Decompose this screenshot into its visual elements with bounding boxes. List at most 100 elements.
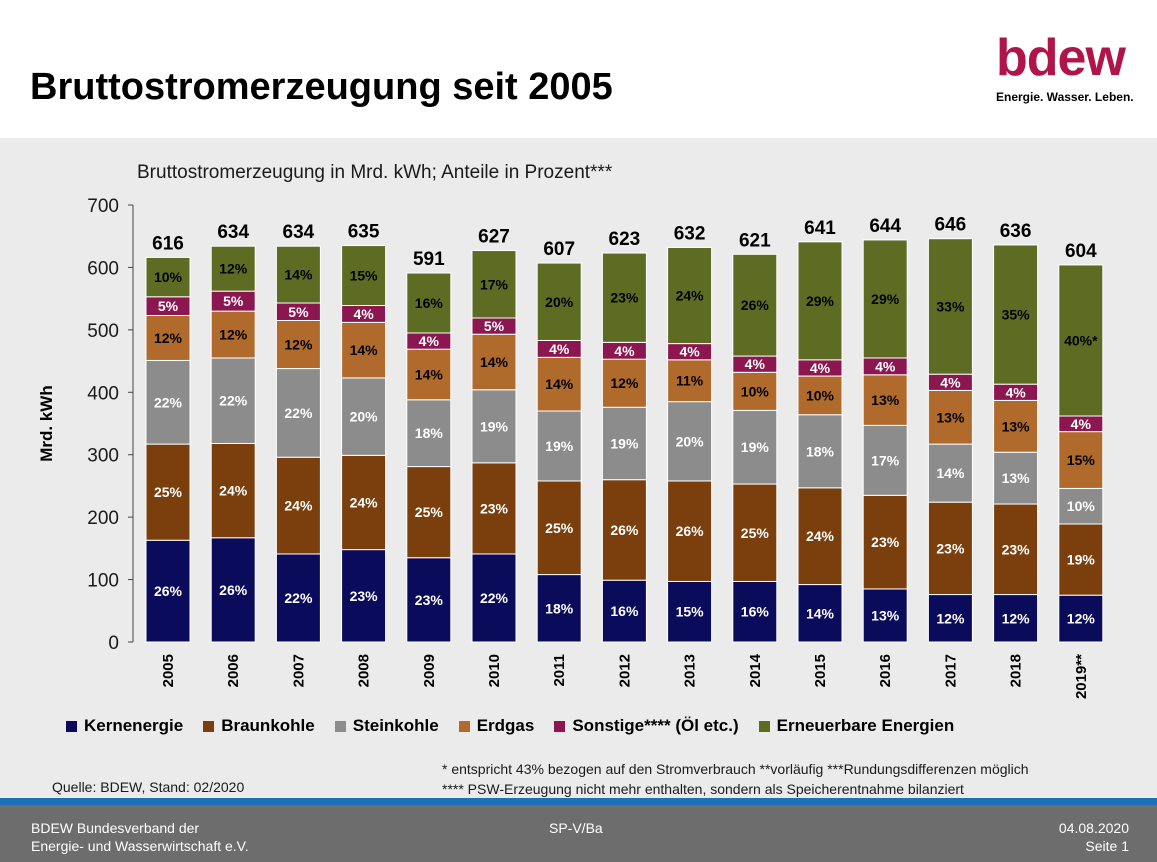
bar-segment	[927, 594, 973, 643]
segment-label: 4%	[745, 356, 766, 372]
legend-swatch	[758, 720, 770, 732]
segment-label: 12%	[1067, 611, 1096, 627]
legend-item: Kernenergie	[66, 716, 183, 736]
bar-total-label: 627	[478, 227, 510, 248]
bar-segment	[667, 246, 713, 345]
bar-segment	[732, 409, 778, 485]
bar-segment	[471, 553, 517, 643]
bar-segment	[341, 245, 387, 307]
legend-swatch	[203, 720, 215, 732]
legend-item: Erdgas	[458, 716, 535, 736]
bar-total-label: 641	[804, 218, 836, 239]
bar-total-label: 635	[348, 222, 380, 243]
bar-segment	[862, 239, 908, 359]
chart-legend: Kernenergie Braunkohle Steinkohle Erdgas Son…	[66, 713, 974, 739]
y-axis-title: Mrd. kWh	[37, 385, 56, 462]
accent-bar	[0, 798, 1157, 805]
bar-segment	[341, 377, 387, 456]
segment-label: 24%	[219, 483, 248, 499]
segment-label: 25%	[741, 525, 770, 541]
y-tick-label: 300	[87, 446, 119, 467]
bar-segment	[993, 451, 1039, 505]
bar-total-label: 646	[935, 215, 967, 236]
segment-label: 14%	[806, 605, 835, 621]
bar-segment	[210, 245, 256, 292]
source-note: Quelle: BDEW, Stand: 02/2020	[52, 779, 245, 795]
segment-label: 14%	[350, 342, 379, 358]
bar-segment	[797, 487, 843, 586]
bar-segment	[993, 399, 1039, 453]
bar-segment	[406, 348, 452, 401]
bar-segment	[601, 479, 647, 581]
y-tick-label: 700	[87, 196, 119, 217]
bar-segment	[732, 580, 778, 643]
bar-segment	[732, 371, 778, 411]
footer-org-line2: Energie- und Wasserwirtschaft e.V.	[31, 838, 249, 854]
bdew-logo: bdew Energie. Wasser. Leben.	[992, 28, 1134, 108]
segment-label: 26%	[610, 522, 639, 538]
bar-segment	[210, 537, 256, 643]
segment-label: 14%	[480, 354, 509, 370]
segment-label: 12%	[284, 337, 313, 353]
bar-segment	[471, 250, 517, 319]
legend-label: Erneuerbare Energien	[776, 716, 955, 735]
segment-label: 24%	[676, 288, 705, 304]
bar-segment	[667, 359, 713, 403]
segment-label: 5%	[288, 304, 309, 320]
x-tick-label: 2018	[1008, 654, 1025, 687]
bar-total-label: 632	[674, 223, 706, 244]
y-tick-label: 200	[87, 508, 119, 529]
segment-label: 15%	[676, 604, 705, 620]
bar-segment	[406, 466, 452, 559]
segment-label: 12%	[610, 375, 639, 391]
bar-segment	[471, 333, 517, 391]
legend-swatch	[554, 720, 566, 732]
x-tick-label: 2010	[486, 654, 503, 687]
segment-label: 16%	[610, 603, 639, 619]
segment-label: 4%	[940, 374, 961, 390]
segment-label: 40%*	[1064, 332, 1098, 348]
segment-label: 10%	[154, 269, 183, 285]
legend-swatch	[334, 720, 346, 732]
bar-segment	[536, 480, 582, 576]
bar-segment	[993, 503, 1039, 596]
segment-label: 12%	[154, 330, 183, 346]
segment-label: 13%	[871, 392, 900, 408]
segment-label: 14%	[284, 267, 313, 283]
bar-segment	[993, 594, 1039, 643]
segment-label: 23%	[350, 588, 379, 604]
segment-label: 18%	[415, 425, 444, 441]
logo-wordmark: bdew	[996, 29, 1126, 87]
x-tick-label: 2014	[747, 653, 764, 687]
legend-item: Steinkohle	[334, 716, 439, 736]
segment-label: 14%	[936, 465, 965, 481]
segment-label: 5%	[484, 318, 505, 334]
legend-label: Erdgas	[476, 716, 535, 735]
bar-segment	[275, 368, 321, 458]
segment-label: 19%	[610, 435, 639, 451]
bar-total-label: 644	[869, 216, 901, 237]
segment-label: 17%	[871, 452, 900, 468]
segment-label: 16%	[415, 295, 444, 311]
segment-label: 24%	[806, 528, 835, 544]
bar-segment	[927, 238, 973, 375]
footer-date: 04.08.2020	[1058, 820, 1129, 836]
bar-total-label: 607	[543, 239, 575, 260]
bar-segment	[862, 374, 908, 426]
legend-swatch	[458, 720, 470, 732]
x-tick-label: 2012	[616, 654, 633, 687]
bar-segment	[145, 256, 191, 298]
segment-label: 29%	[806, 293, 835, 309]
bar-segment	[536, 356, 582, 412]
segment-label: 19%	[480, 418, 509, 434]
bar-segment	[341, 454, 387, 551]
y-tick-label: 600	[87, 258, 119, 279]
segment-label: 20%	[676, 433, 705, 449]
bar-segment	[797, 414, 843, 489]
segment-label: 25%	[545, 520, 574, 536]
bar-segment	[536, 410, 582, 482]
y-tick-label: 0	[108, 633, 119, 654]
x-tick-label: 2013	[682, 654, 699, 687]
bar-segment	[1058, 431, 1104, 489]
segment-label: 26%	[741, 297, 770, 313]
